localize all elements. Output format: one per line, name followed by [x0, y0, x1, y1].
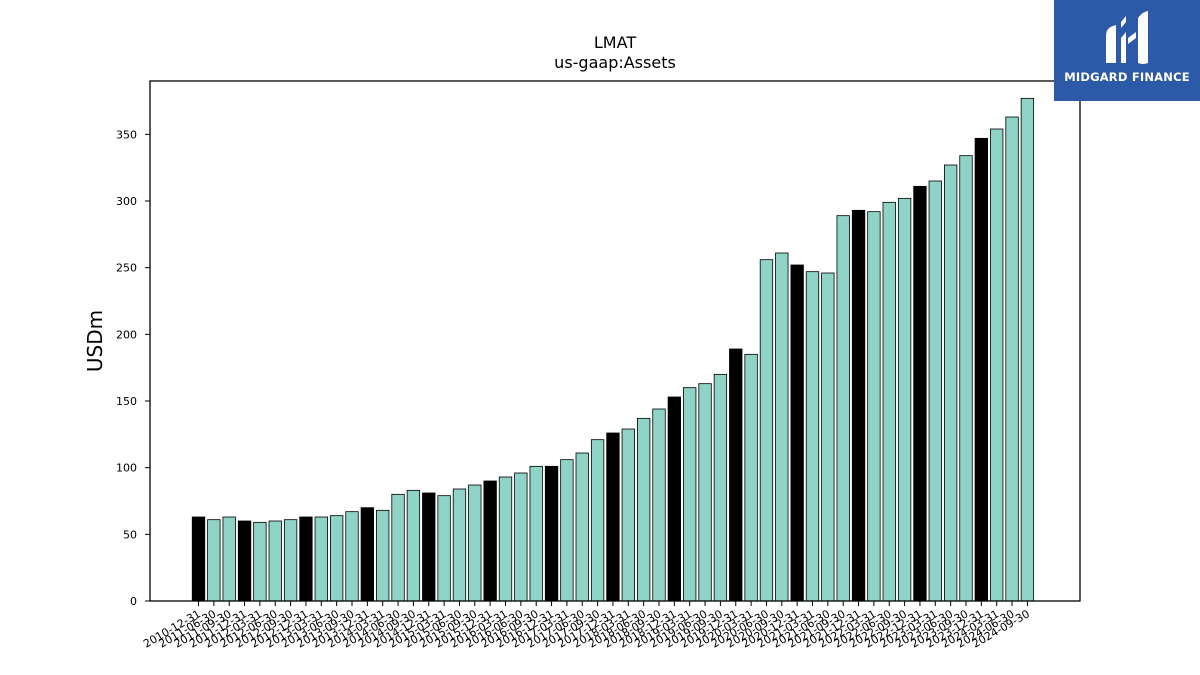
bar-2019-06-30 — [698, 383, 712, 602]
bar-2013-09-30 — [345, 511, 359, 602]
bar-2023-12-31 — [974, 137, 988, 602]
bar-2014-06-30 — [391, 493, 405, 602]
bar-2018-09-30 — [652, 408, 666, 602]
y-tick-label: 350 — [116, 128, 137, 141]
bar-2017-06-30 — [575, 452, 589, 602]
bar-2016-09-30 — [529, 465, 543, 602]
plot-frame — [149, 80, 1081, 602]
midgard-logo-icon — [1106, 11, 1148, 64]
chart-subtitle: us-gaap:Assets — [554, 53, 676, 72]
y-tick-label: 0 — [130, 595, 137, 608]
y-tick-label: 100 — [116, 462, 137, 475]
bar-2019-12-31 — [729, 348, 743, 602]
bar-2016-12-31 — [544, 465, 559, 602]
y-axis: 0 50 100 150 200 250 300 350 — [116, 128, 150, 608]
y-tick-label: 250 — [116, 262, 137, 275]
y-tick-label: 300 — [116, 195, 137, 208]
bar-2022-03-31 — [867, 211, 881, 602]
bar-2013-03-31 — [314, 516, 328, 602]
bar-2020-09-30 — [775, 252, 789, 602]
bar-2012-09-30 — [283, 519, 298, 602]
bar-2012-12-31 — [299, 516, 313, 602]
bar-2015-09-30 — [468, 484, 482, 602]
bar-2014-03-31 — [376, 509, 390, 602]
bar-2013-06-30 — [329, 515, 344, 602]
bar-2023-09-30 — [959, 155, 973, 602]
bar-2013-12-31 — [360, 507, 375, 602]
y-tick-label: 50 — [123, 528, 137, 541]
bar-2020-06-30 — [759, 259, 774, 602]
bar-2015-12-31 — [483, 480, 497, 602]
bar-2018-03-31 — [621, 428, 635, 602]
x-axis: 2010-12-312011-06-302011-09-302011-12-31… — [141, 601, 1032, 651]
y-axis-label: USDm — [83, 310, 107, 372]
y-tick-label: 150 — [116, 395, 137, 408]
midgard-finance-logo: MIDGARD FINANCE — [1054, 0, 1200, 101]
bar-2021-06-30 — [821, 272, 835, 602]
bar-2010-12-31 — [191, 516, 206, 602]
bar-2022-09-30 — [897, 197, 912, 602]
bar-2018-06-30 — [637, 417, 651, 602]
bar-2021-03-31 — [805, 271, 820, 602]
bar-2022-06-30 — [882, 201, 896, 602]
bar-2019-09-30 — [713, 373, 728, 602]
bar-2022-12-31 — [913, 185, 927, 602]
bar-2018-12-31 — [667, 396, 681, 602]
bar-2017-03-31 — [560, 459, 574, 602]
bar-2015-06-30 — [452, 488, 467, 602]
bar-2020-03-31 — [744, 353, 758, 602]
bar-2017-09-30 — [590, 439, 605, 602]
bar-2011-09-30 — [222, 516, 236, 602]
bar-2014-12-31 — [422, 492, 436, 602]
bar-2021-09-30 — [836, 215, 850, 602]
bar-2023-03-31 — [928, 180, 942, 602]
logo-text: MIDGARD FINANCE — [1064, 70, 1190, 84]
bar-2020-12-31 — [790, 264, 804, 602]
bar-2012-06-30 — [268, 520, 282, 602]
bar-2017-12-31 — [606, 432, 620, 602]
bar-2011-06-30 — [207, 519, 221, 602]
bar-2016-06-30 — [514, 472, 528, 602]
y-tick-label: 200 — [116, 328, 137, 341]
bar-2024-03-31 — [990, 128, 1004, 602]
chart-title: LMAT — [594, 33, 636, 52]
bar-2011-12-31 — [237, 520, 252, 602]
bar-2021-12-31 — [851, 209, 866, 602]
bar-2014-09-30 — [406, 489, 421, 602]
bar-2024-06-30 — [1005, 116, 1019, 602]
bars-group — [191, 97, 1035, 602]
bar-2019-03-31 — [683, 387, 697, 602]
bar-2012-03-31 — [253, 521, 267, 602]
bar-2023-06-30 — [944, 164, 958, 602]
bar-2024-09-30 — [1020, 97, 1035, 602]
bar-2015-03-31 — [437, 495, 451, 602]
bar-2016-03-31 — [498, 476, 513, 602]
